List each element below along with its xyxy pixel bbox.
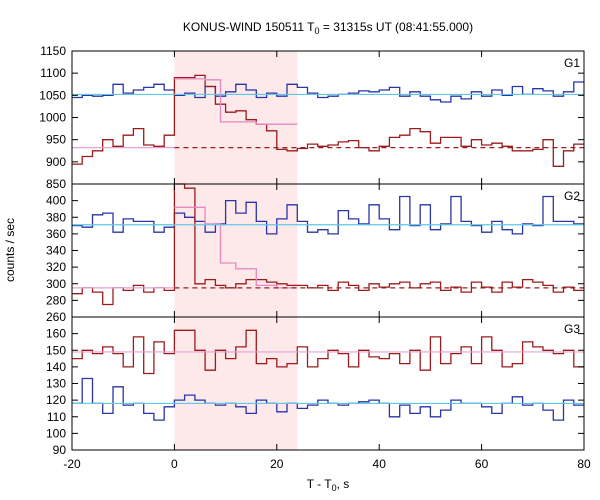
series-step-blue bbox=[72, 81, 584, 103]
y-tick-label: 900 bbox=[46, 155, 66, 169]
y-axis-label: counts / sec bbox=[3, 218, 17, 282]
y-tick-label: 260 bbox=[46, 310, 66, 324]
x-tick-label: 60 bbox=[475, 457, 489, 471]
y-tick-label: 100 bbox=[46, 426, 66, 440]
panel-label: G2 bbox=[564, 189, 580, 203]
y-tick-label: 1150 bbox=[40, 44, 66, 58]
series-step-pink_step bbox=[174, 78, 298, 125]
chart-title: KONUS-WIND 150511 T0 = 31315s UT (08:41:… bbox=[183, 20, 473, 36]
y-tick-label: 950 bbox=[46, 133, 66, 147]
y-tick-label: 140 bbox=[46, 360, 66, 374]
y-tick-label: 300 bbox=[46, 277, 66, 291]
y-tick-label: 1000 bbox=[39, 111, 66, 125]
panel-g2: 260 280 300 320 340 360 380 400 G2 bbox=[46, 183, 585, 324]
panel-g1: 850 900 950 1000 1050 1100 1150 G1 bbox=[39, 44, 585, 191]
y-tick-label: 150 bbox=[46, 343, 66, 357]
panel-frame bbox=[71, 183, 585, 318]
panel-label: G1 bbox=[564, 56, 580, 70]
panel-frame bbox=[71, 316, 585, 451]
series-step-red bbox=[72, 183, 584, 306]
panel-label: G3 bbox=[564, 322, 580, 336]
y-tick-label: 400 bbox=[46, 194, 66, 208]
y-tick-label: 130 bbox=[46, 377, 66, 391]
y-tick-label: 380 bbox=[46, 210, 66, 224]
y-tick-label: 360 bbox=[46, 227, 66, 241]
y-tick-label: 340 bbox=[46, 244, 66, 258]
panel-frame bbox=[71, 50, 585, 185]
x-axis-label: T - T0, s bbox=[307, 477, 350, 493]
y-tick-label: 850 bbox=[46, 177, 66, 191]
series-step-blue bbox=[72, 377, 584, 421]
x-tick-label: 0 bbox=[171, 457, 178, 471]
y-tick-label: 1050 bbox=[39, 88, 66, 102]
y-tick-label: 120 bbox=[46, 393, 66, 407]
x-tick-label: -20 bbox=[63, 457, 81, 471]
series-step-red bbox=[72, 329, 584, 375]
x-tick-label: 80 bbox=[577, 457, 591, 471]
series-step-pink_step bbox=[174, 206, 298, 289]
y-tick-label: 160 bbox=[46, 327, 66, 341]
panel-g3: 90 100 110 120 130 140 150 160 G3 bbox=[46, 316, 585, 457]
y-tick-label: 90 bbox=[53, 443, 67, 457]
y-tick-label: 1100 bbox=[40, 66, 66, 80]
y-tick-label: 280 bbox=[46, 293, 66, 307]
x-tick-label: 20 bbox=[270, 457, 284, 471]
series-step-red bbox=[72, 74, 584, 167]
y-tick-label: 110 bbox=[47, 410, 66, 424]
y-tick-label: 320 bbox=[46, 260, 66, 274]
series-step-blue bbox=[72, 195, 584, 235]
x-tick-label: 40 bbox=[373, 457, 387, 471]
